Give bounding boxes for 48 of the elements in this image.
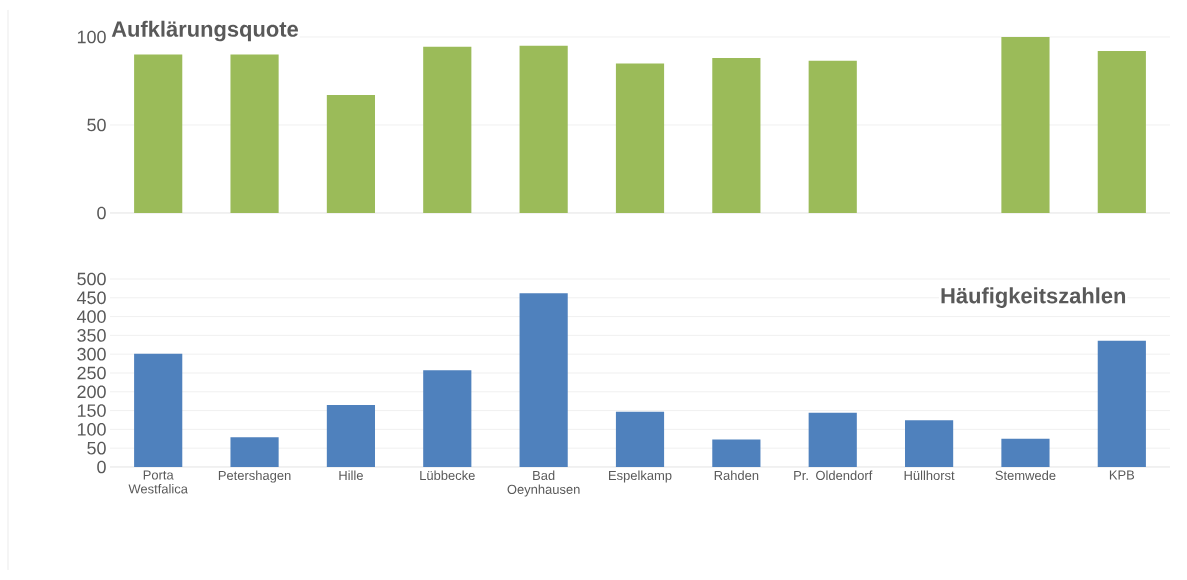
y-tick-label: 300 (77, 347, 106, 361)
y-tick-label: 100 (77, 30, 106, 44)
bar (230, 54, 279, 213)
bar (519, 45, 568, 213)
bar (615, 63, 665, 213)
bar (808, 412, 857, 467)
bar (905, 420, 954, 467)
bar (712, 439, 761, 467)
bar (230, 437, 279, 467)
bar (1001, 36, 1050, 213)
x-tick-label: Bad Oeynhausen (507, 470, 580, 497)
x-tick-label: Hille (339, 470, 363, 481)
y-tick-label: 50 (87, 441, 106, 455)
bar (1001, 438, 1050, 467)
bar (808, 60, 857, 213)
x-tick-label: KPB (1109, 470, 1135, 480)
x-tick-label: Lübbecke (420, 470, 475, 481)
y-tick-label: 250 (77, 366, 106, 380)
bar (1097, 51, 1146, 213)
y-tick-label: 150 (77, 404, 106, 417)
x-tick-label: Hüllhorst (904, 470, 955, 481)
chart-title: Häufigkeitszahlen (941, 287, 1126, 308)
x-tick-label: Petershagen (218, 470, 291, 483)
y-tick-label: 350 (77, 329, 106, 342)
bar (423, 46, 472, 213)
bar (615, 411, 665, 467)
bar (134, 54, 183, 213)
bar (423, 370, 472, 467)
bar (326, 95, 376, 213)
x-tick-label: Stemwede (995, 470, 1056, 481)
y-tick-label: 500 (77, 272, 106, 286)
y-tick-label: 50 (87, 118, 106, 132)
bar (1097, 340, 1146, 467)
y-tick-label: 0 (97, 460, 106, 474)
y-tick-label: 400 (76, 310, 106, 323)
y-tick-label: 450 (76, 291, 106, 305)
bar (712, 58, 761, 213)
x-tick-label: Porta Westfalica (128, 470, 188, 494)
y-tick-label: 200 (77, 385, 106, 399)
bar (326, 404, 376, 467)
chart-title: Aufklärungsquote (111, 20, 298, 42)
y-tick-label: 100 (77, 423, 106, 436)
x-tick-label: Rahden (714, 470, 759, 481)
y-tick-label: 0 (97, 206, 106, 220)
x-tick-label: Espelkamp (609, 470, 672, 483)
x-tick-label: Pr. Oldendorf (794, 470, 873, 481)
bar (519, 293, 568, 467)
bar (134, 353, 183, 467)
